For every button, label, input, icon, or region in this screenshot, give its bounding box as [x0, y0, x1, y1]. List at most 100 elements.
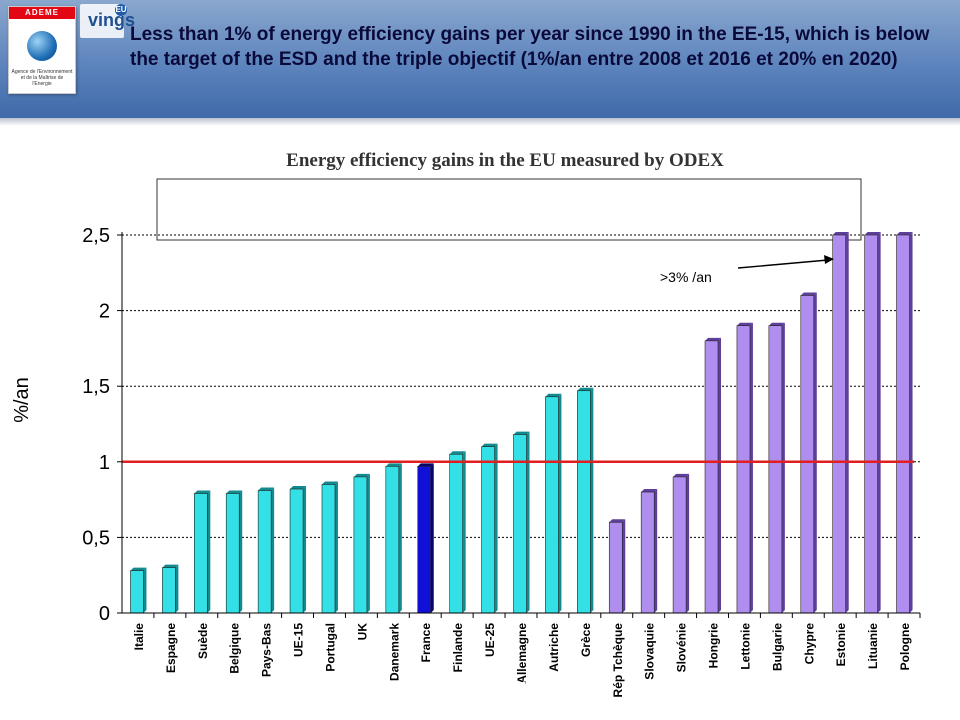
bar-top	[545, 393, 562, 397]
bar	[736, 325, 751, 614]
x-tick-label: UE-15	[292, 623, 306, 657]
y-tick-label: 2	[99, 301, 110, 323]
bar	[864, 234, 878, 614]
title-frame	[156, 178, 862, 241]
annotation-arrowhead	[824, 255, 834, 264]
annotation-arrow	[737, 259, 829, 269]
y-axis-label: %/an	[11, 377, 33, 423]
footer-org-sub: Name/Organisation etc.	[398, 699, 535, 714]
x-tick-label: UE-25	[483, 623, 497, 657]
bar	[289, 488, 304, 614]
x-tick-label: Danemark	[387, 623, 401, 681]
x-tick-label: Slovénie	[675, 623, 689, 673]
bar-side	[271, 487, 275, 613]
bar-side	[558, 393, 562, 613]
bar-top	[832, 232, 849, 235]
annotation-label: >3% /an	[660, 269, 712, 285]
bar-top	[705, 337, 722, 341]
bar-side	[622, 519, 626, 613]
bar-side	[749, 322, 753, 613]
x-tick-label: Estonie	[834, 623, 848, 667]
bar	[768, 325, 783, 614]
bar	[896, 234, 910, 614]
y-tick-label: 0,5	[82, 527, 110, 549]
bar-side	[813, 292, 817, 613]
bar-top	[321, 481, 338, 485]
x-tick-label: Grèce	[579, 623, 593, 657]
x-tick-label: Finlande	[451, 623, 465, 673]
y-tick-label: 1,5	[82, 376, 110, 398]
bar-side	[239, 490, 243, 613]
bar-side	[718, 337, 722, 613]
bar-top	[449, 451, 466, 455]
brand-eu-badge: EU	[115, 4, 127, 16]
bar	[577, 390, 591, 614]
bar-side	[143, 567, 147, 613]
bar-side	[430, 463, 434, 613]
bar-top	[226, 490, 243, 494]
slide-header	[0, 0, 960, 118]
chart-title: Energy efficiency gains in the EU measur…	[286, 150, 724, 171]
x-tick-label: Slovaquie	[643, 623, 657, 680]
bar	[385, 466, 400, 614]
bar-top	[353, 473, 370, 477]
bar-top	[736, 322, 753, 326]
bar	[449, 453, 463, 614]
footer-org: Wuppertal Institute	[425, 677, 534, 692]
bar-side	[845, 232, 849, 613]
bar	[481, 446, 495, 614]
bar-top	[130, 567, 147, 571]
bar	[417, 466, 432, 614]
bar-top	[673, 473, 690, 477]
bar	[321, 484, 336, 614]
x-tick-label: Italie	[132, 623, 146, 651]
bar	[608, 521, 623, 614]
x-tick-label: Lettonie	[738, 623, 752, 670]
x-tick-label: Espagne	[164, 623, 178, 673]
bar-side	[909, 232, 913, 613]
bar	[545, 396, 559, 614]
globe-icon	[27, 31, 57, 61]
header-shadow	[0, 118, 960, 126]
bar-side	[877, 232, 881, 613]
bar	[640, 491, 655, 614]
footer-date-center: 06 December 2007	[94, 677, 205, 692]
bar-top	[896, 232, 913, 235]
bar-top	[641, 489, 658, 493]
bar-side	[590, 387, 594, 613]
logo-subtitle: Agence de l'Environnement et de la Maîtr…	[11, 69, 73, 87]
footer-page-number: 12	[874, 677, 889, 692]
bar-top	[385, 463, 402, 467]
logo-wordmark: ADEME	[9, 7, 75, 19]
x-tick-label: Autriche	[547, 623, 561, 672]
bar	[130, 570, 144, 614]
bar-side	[334, 481, 338, 613]
bar-side	[781, 322, 785, 613]
bar-side	[686, 473, 690, 613]
bar-side	[654, 489, 658, 613]
x-tick-label: France	[419, 623, 433, 663]
x-tick-label: Rép Tchèque	[611, 623, 625, 698]
bar-side	[207, 490, 211, 613]
x-tick-label: UK	[355, 623, 369, 641]
bar-top	[768, 322, 785, 326]
x-tick-label: Allemagne	[515, 623, 529, 684]
x-tick-label: Pologne	[898, 623, 912, 671]
ademe-logo: ADEME Agence de l'Environnement et de la…	[8, 6, 76, 94]
bar	[257, 490, 272, 614]
slide-title: Less than 1% of energy efficiency gains …	[130, 24, 930, 70]
bar-top	[194, 490, 211, 494]
bar	[162, 567, 176, 614]
bar-top	[577, 387, 594, 391]
x-tick-label: Portugal	[323, 623, 337, 672]
x-tick-label: Pays-Bas	[260, 623, 274, 677]
x-tick-label: Bulgarie	[770, 623, 784, 671]
bar-top	[417, 463, 434, 467]
bar-top	[864, 232, 881, 235]
bar-side	[175, 564, 179, 613]
footer-date-left: 20.02.2007	[8, 699, 74, 714]
bar-top	[290, 486, 307, 490]
y-tick-label: 0	[99, 603, 110, 625]
bar	[832, 234, 847, 614]
